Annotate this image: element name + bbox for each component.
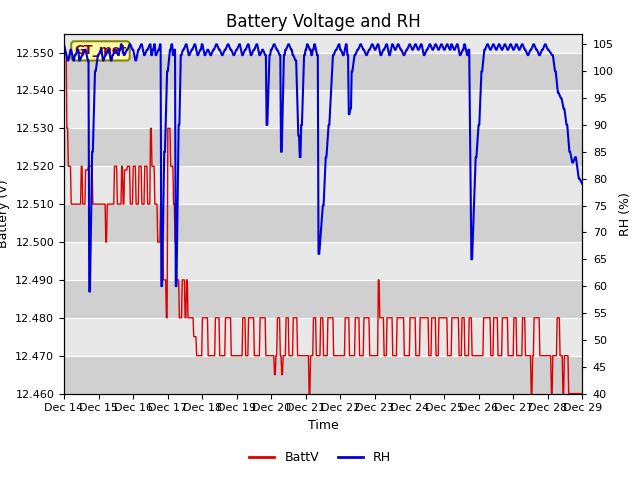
Bar — [64, 52, 582, 90]
Bar — [64, 128, 582, 166]
Bar — [64, 356, 582, 394]
Legend: BattV, RH: BattV, RH — [244, 446, 396, 469]
Bar — [64, 280, 582, 318]
Y-axis label: Battery (V): Battery (V) — [0, 180, 10, 248]
Y-axis label: RH (%): RH (%) — [620, 192, 632, 236]
Text: GT_met: GT_met — [74, 44, 127, 58]
X-axis label: Time: Time — [308, 419, 339, 432]
Bar — [64, 204, 582, 242]
Title: Battery Voltage and RH: Battery Voltage and RH — [226, 12, 420, 31]
